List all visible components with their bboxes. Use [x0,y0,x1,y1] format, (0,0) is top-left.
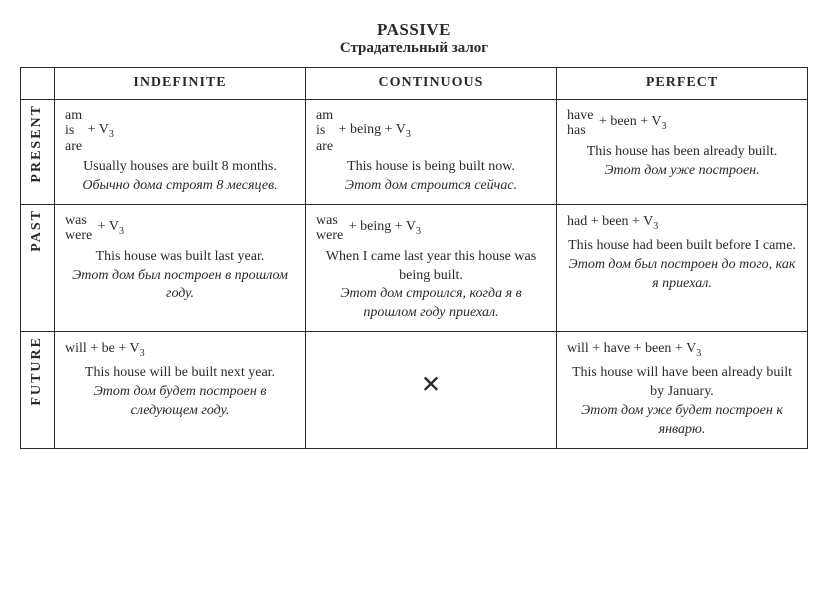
cross-icon: × [316,340,546,430]
rowhead-future: FUTURE [21,332,55,449]
cell-future-continuous: × [306,332,557,449]
aux: is [65,123,74,138]
cell-present-indefinite: am is are + V3 Usually houses are built … [55,99,306,204]
corner-cell [21,68,55,100]
row-past: PAST was were + V3 This house was built … [21,204,808,331]
example-ru: Этот дом строился, когда я в прошлом год… [316,285,546,323]
cell-present-perfect: have has + been + V3 This house has been… [557,99,808,204]
aux: has [567,123,586,138]
example-en: Usually houses are built 8 months. [65,158,295,177]
rowhead-past: PAST [21,204,55,331]
subtitle: Страдательный залог [20,40,808,57]
formula-inline: will + be + V [65,341,140,356]
formula-rest: + being + V [349,219,416,234]
cell-past-perfect: had + been + V3 This house had been buil… [557,204,808,331]
example-ru: Этот дом был построен в прошлом году. [65,267,295,305]
formula-sub: 3 [406,129,411,140]
example-ru: Этот дом строится сейчас. [316,177,546,196]
formula-sub: 3 [416,226,421,237]
formula-sub: 3 [696,348,701,359]
aux: was [316,213,338,228]
example-ru: Этот дом уже будет построен к январю. [567,402,797,440]
example-en: This house will be built next year. [65,364,295,383]
row-future: FUTURE will + be + V3 This house will be… [21,332,808,449]
formula-rest: + V [98,219,119,234]
example-en: When I came last year this house was bei… [316,248,546,286]
cell-past-continuous: was were + being + V3 When I came last y… [306,204,557,331]
aux: were [65,228,92,243]
aux: are [65,139,82,154]
formula-inline: will + have + been + V [567,341,696,356]
cell-present-continuous: am is are + being + V3 This house is bei… [306,99,557,204]
formula-sub: 3 [119,226,124,237]
aux: am [316,108,333,123]
formula-inline: had + been + V [567,214,653,229]
cell-future-indefinite: will + be + V3 This house will be built … [55,332,306,449]
example-en: This house will have been already built … [567,364,797,402]
formula-rest: + being + V [339,122,406,137]
col-perfect: PERFECT [557,68,808,100]
formula-sub: 3 [109,129,114,140]
example-ru: Этот дом был построен до того, как я при… [567,256,797,294]
formula-sub: 3 [662,121,667,132]
example-en: This house is being built now. [316,158,546,177]
rowhead-present: PRESENT [21,99,55,204]
formula-rest: + V [88,122,109,137]
example-ru: Этот дом уже построен. [567,162,797,181]
title: PASSIVE [20,20,808,40]
col-indefinite: INDEFINITE [55,68,306,100]
aux: is [316,123,325,138]
aux: were [316,228,343,243]
cell-past-indefinite: was were + V3 This house was built last … [55,204,306,331]
aux: are [316,139,333,154]
passive-table: INDEFINITE CONTINUOUS PERFECT PRESENT am… [20,67,808,449]
formula-rest: + been + V [599,114,662,129]
example-en: This house was built last year. [65,248,295,267]
col-continuous: CONTINUOUS [306,68,557,100]
row-present: PRESENT am is are + V3 Usually houses ar… [21,99,808,204]
example-en: This house had been built before I came. [567,237,797,256]
example-ru: Этот дом будет построен в следующем году… [65,383,295,421]
example-ru: Обычно дома строят 8 ме­сяцев. [65,177,295,196]
aux: was [65,213,87,228]
example-en: This house has been already built. [567,143,797,162]
formula-sub: 3 [140,348,145,359]
formula-sub: 3 [653,221,658,232]
aux: have [567,108,593,123]
header-row: INDEFINITE CONTINUOUS PERFECT [21,68,808,100]
cell-future-perfect: will + have + been + V3 This house will … [557,332,808,449]
aux: am [65,108,82,123]
